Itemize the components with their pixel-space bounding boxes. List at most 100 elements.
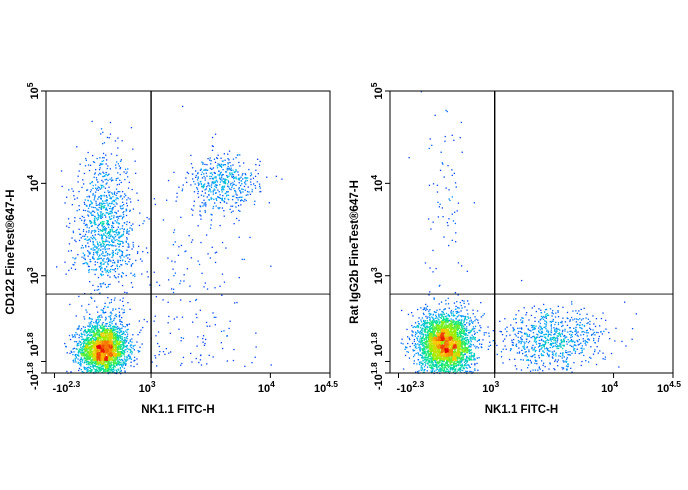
event-point bbox=[85, 359, 87, 362]
event-point bbox=[99, 316, 101, 318]
event-point bbox=[201, 272, 203, 274]
event-point bbox=[232, 164, 234, 166]
event-point bbox=[223, 330, 225, 332]
event-point bbox=[222, 174, 224, 176]
event-point bbox=[97, 186, 99, 188]
event-point bbox=[108, 216, 111, 218]
event-point bbox=[100, 253, 103, 255]
event-point bbox=[226, 335, 228, 337]
event-point bbox=[122, 363, 124, 365]
event-point bbox=[74, 198, 76, 200]
event-point bbox=[121, 359, 124, 362]
event-point bbox=[118, 343, 121, 345]
event-point bbox=[117, 337, 119, 339]
event-point bbox=[101, 346, 103, 348]
event-point bbox=[100, 283, 102, 285]
event-point bbox=[116, 369, 118, 371]
event-point bbox=[67, 250, 70, 252]
event-point bbox=[120, 348, 122, 350]
event-point bbox=[131, 341, 133, 343]
event-point bbox=[92, 187, 94, 189]
x-tick-label: -102.3 bbox=[53, 379, 81, 395]
event-point bbox=[239, 210, 241, 212]
event-point bbox=[116, 347, 119, 349]
event-point bbox=[215, 187, 217, 189]
event-point bbox=[120, 257, 122, 259]
event-point bbox=[101, 330, 104, 332]
event-point bbox=[73, 195, 75, 197]
event-point bbox=[97, 233, 99, 235]
event-point bbox=[79, 362, 81, 364]
event-point bbox=[107, 204, 109, 206]
event-point bbox=[104, 187, 107, 189]
event-point bbox=[74, 355, 76, 357]
event-point bbox=[122, 332, 124, 334]
event-point bbox=[121, 348, 123, 350]
event-point bbox=[88, 195, 90, 197]
event-point bbox=[110, 153, 113, 155]
event-point bbox=[102, 184, 104, 187]
event-point bbox=[473, 355, 475, 357]
event-point bbox=[100, 351, 102, 353]
event-point bbox=[96, 209, 98, 211]
event-point bbox=[214, 252, 216, 254]
event-point bbox=[78, 350, 80, 352]
event-point bbox=[84, 361, 86, 364]
event-point bbox=[235, 191, 237, 193]
event-point bbox=[72, 190, 74, 192]
event-point bbox=[96, 350, 98, 352]
event-point bbox=[416, 371, 419, 373]
event-point bbox=[249, 175, 252, 177]
event-point bbox=[190, 163, 193, 165]
event-point bbox=[91, 318, 93, 320]
event-point bbox=[117, 368, 119, 370]
event-point bbox=[472, 309, 474, 311]
event-point bbox=[84, 351, 87, 353]
event-point bbox=[88, 358, 90, 360]
event-point bbox=[89, 350, 91, 352]
event-point bbox=[441, 345, 443, 347]
event-point bbox=[90, 351, 92, 354]
event-point bbox=[230, 167, 232, 169]
event-point bbox=[94, 223, 96, 226]
event-point bbox=[129, 258, 131, 260]
event-point bbox=[226, 195, 228, 197]
event-point bbox=[248, 191, 250, 193]
event-point bbox=[215, 197, 217, 200]
event-point bbox=[112, 329, 115, 331]
event-point bbox=[81, 219, 83, 221]
event-point bbox=[139, 331, 141, 334]
event-point bbox=[139, 212, 141, 214]
event-point bbox=[203, 202, 205, 204]
event-point bbox=[96, 338, 99, 340]
event-point bbox=[102, 200, 104, 203]
event-point bbox=[86, 196, 88, 198]
event-point bbox=[110, 235, 112, 238]
event-point bbox=[111, 192, 113, 194]
event-point bbox=[123, 203, 125, 206]
event-point bbox=[89, 367, 92, 369]
event-point bbox=[118, 243, 120, 245]
event-point bbox=[435, 316, 437, 318]
event-point bbox=[111, 264, 114, 267]
event-point bbox=[146, 271, 148, 273]
event-point bbox=[111, 322, 113, 325]
event-point bbox=[201, 185, 203, 187]
event-point bbox=[107, 343, 109, 346]
event-point bbox=[99, 167, 101, 169]
event-point bbox=[118, 369, 120, 371]
event-point bbox=[93, 326, 95, 329]
event-point bbox=[202, 187, 205, 189]
event-point bbox=[89, 240, 91, 242]
event-point bbox=[74, 220, 76, 222]
event-point bbox=[115, 232, 118, 234]
event-point bbox=[221, 186, 223, 188]
event-point bbox=[98, 345, 100, 347]
event-point bbox=[113, 344, 116, 346]
event-point bbox=[76, 344, 78, 346]
event-point bbox=[197, 184, 200, 186]
event-point bbox=[211, 214, 213, 216]
event-point bbox=[222, 187, 224, 189]
event-point bbox=[102, 337, 105, 339]
event-point bbox=[101, 323, 104, 325]
